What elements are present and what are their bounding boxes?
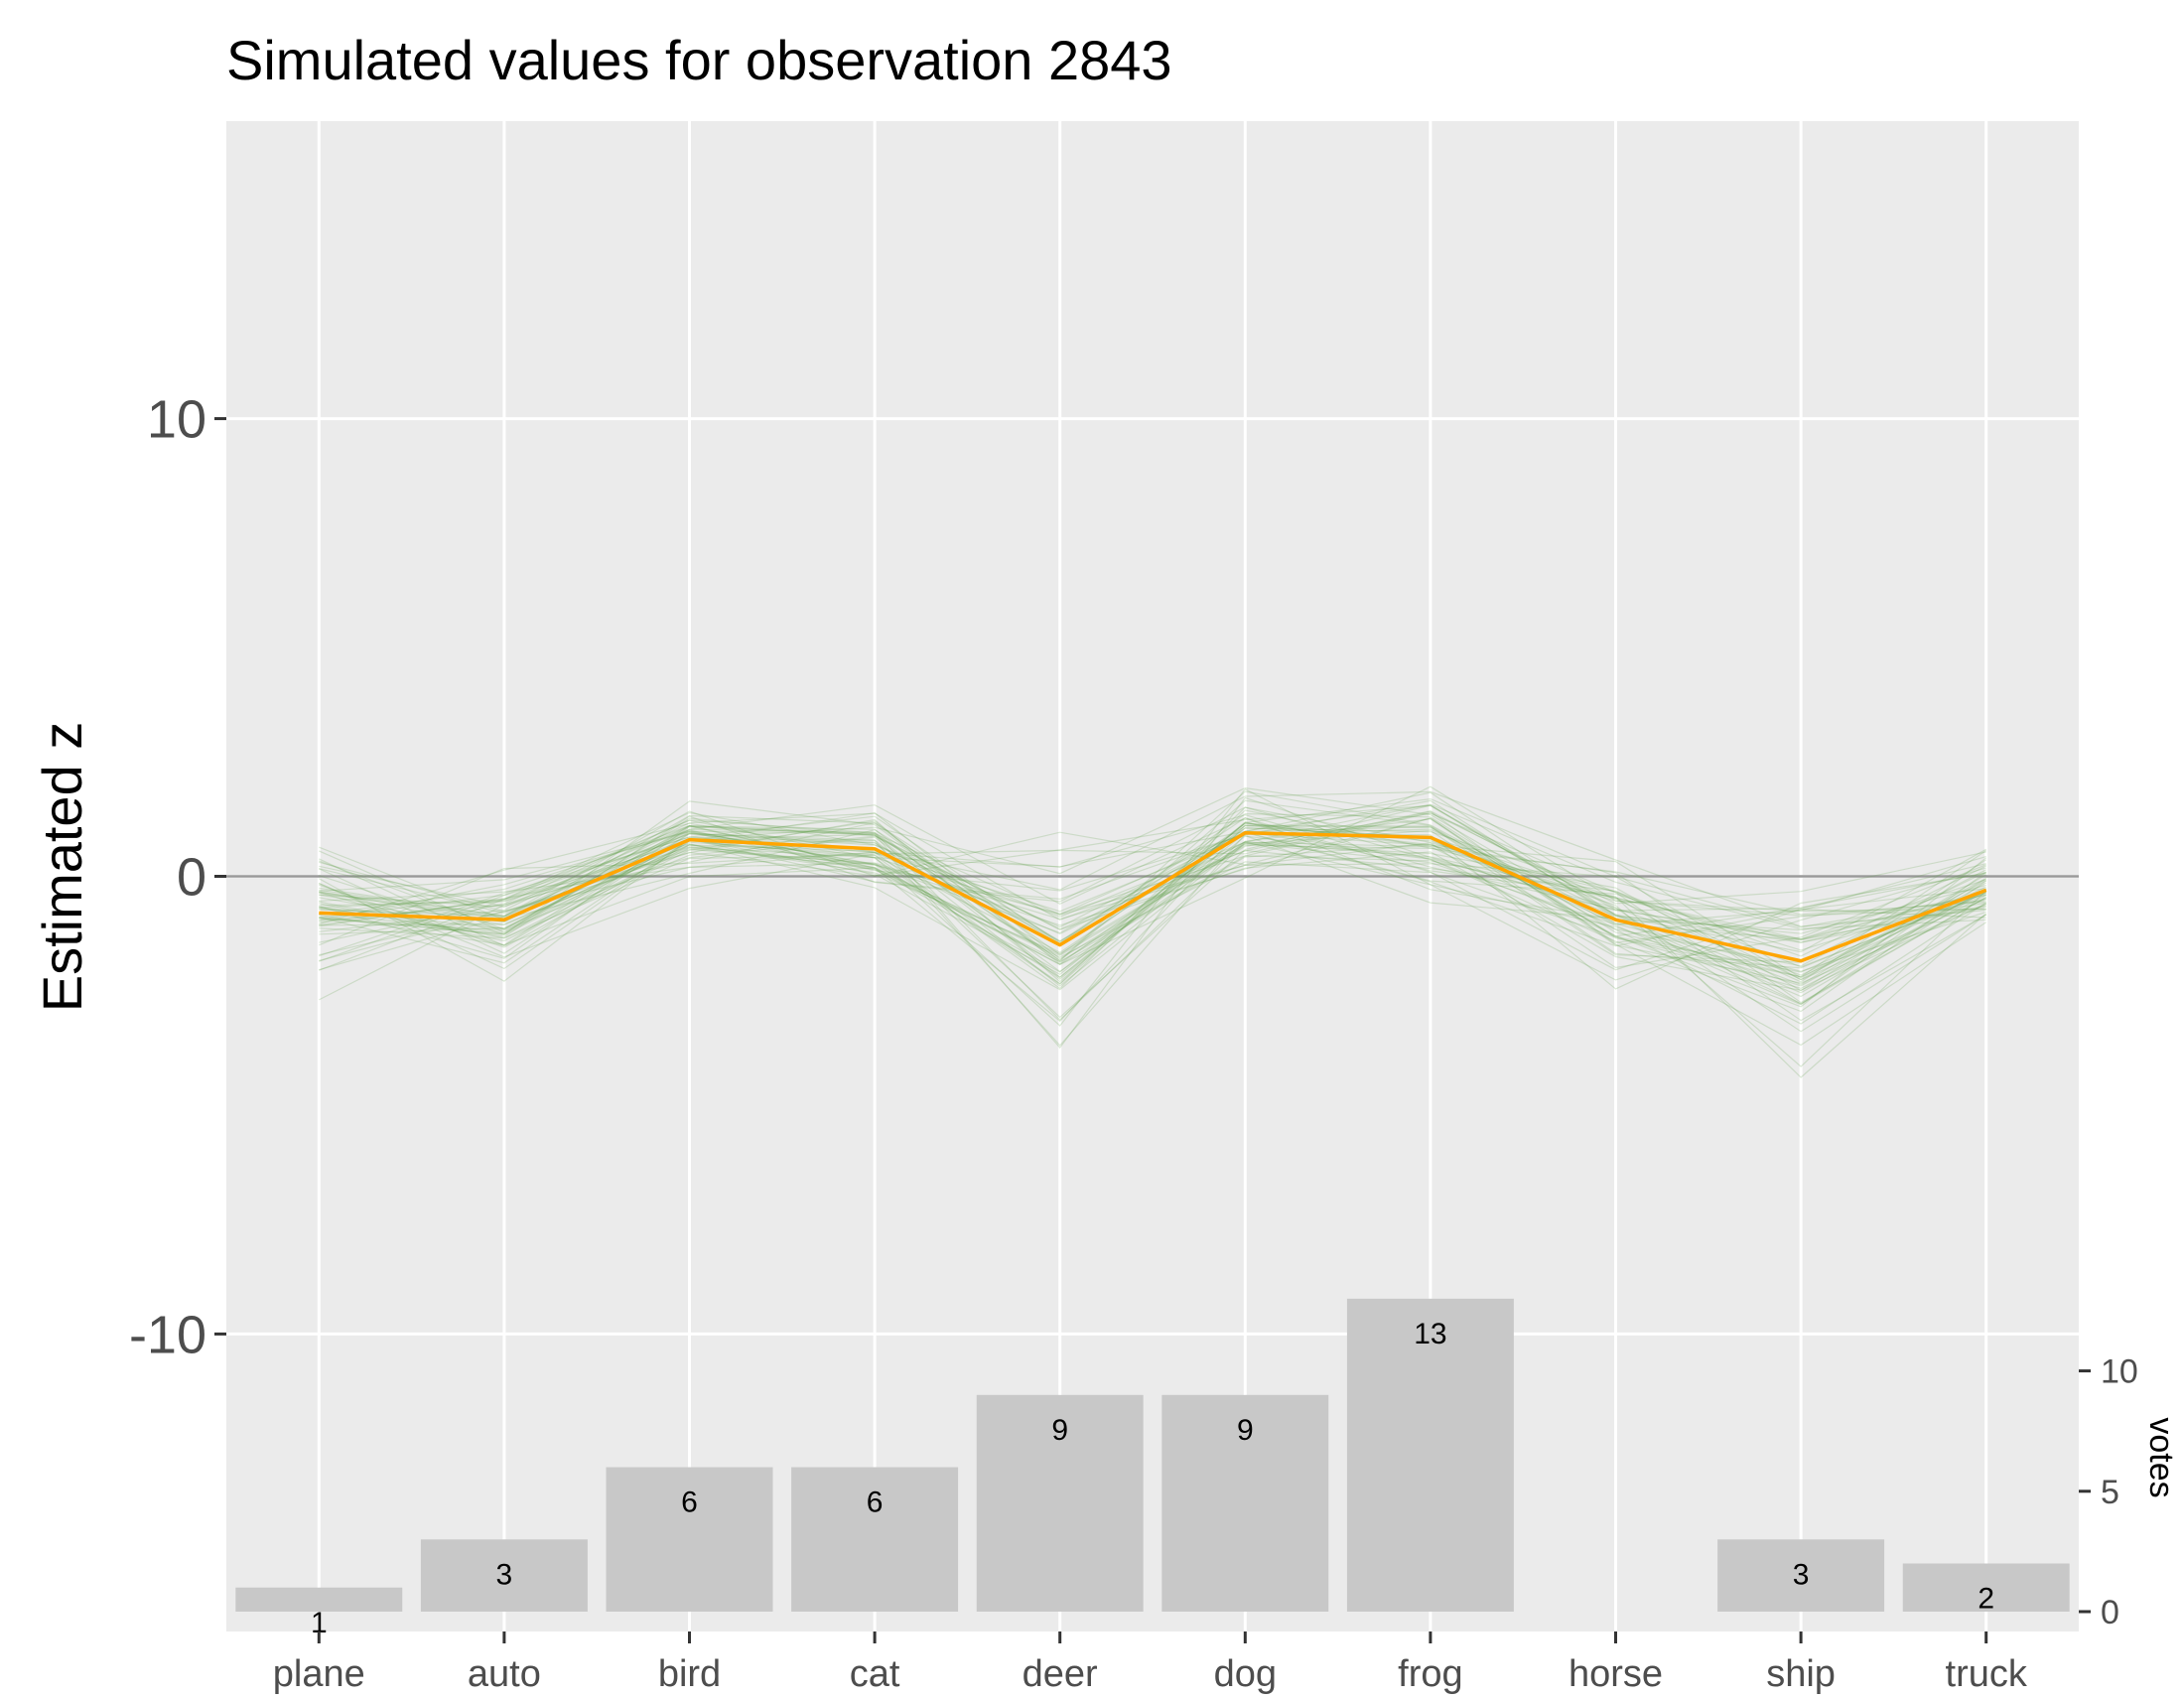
x-tick-label: deer	[1023, 1653, 1098, 1695]
vote-bar-label: 9	[1237, 1414, 1254, 1447]
x-tick-label: plane	[273, 1653, 365, 1695]
simulated-line	[319, 810, 1987, 1033]
vote-bar	[1717, 1539, 1885, 1612]
simulated-line	[319, 790, 1986, 948]
simulated-line	[319, 804, 1986, 965]
simulated-line	[319, 818, 1987, 1078]
simulated-line	[319, 833, 1986, 990]
simulated-line	[319, 825, 1986, 991]
y-axis-label: Estimated z	[31, 722, 93, 1013]
x-tick-label: horse	[1569, 1653, 1663, 1695]
votes-tick-label: 0	[2101, 1594, 2119, 1631]
simulated-line	[319, 822, 1986, 1004]
vote-bar-label: 2	[1978, 1583, 1994, 1616]
simulated-line	[319, 843, 1986, 965]
y-axis: -10 0 10	[129, 390, 226, 1364]
simulated-line	[319, 816, 1986, 942]
vote-bar	[791, 1467, 959, 1612]
vote-bar-label: 6	[867, 1487, 884, 1519]
vote-bar	[1346, 1298, 1514, 1612]
vote-bar-label: 13	[1414, 1318, 1446, 1350]
vote-bar	[606, 1467, 773, 1612]
simulated-line	[319, 824, 1987, 1067]
simulated-line	[319, 819, 1987, 1021]
vote-bar	[1902, 1563, 2070, 1612]
estimated-z-line	[319, 830, 1987, 963]
simulated-line	[319, 810, 1986, 978]
simulated-line	[319, 818, 1986, 991]
simulated-line	[319, 829, 1986, 963]
simulated-line	[319, 847, 1986, 989]
simulated-line	[319, 814, 1986, 946]
simulated-line	[319, 826, 1987, 1025]
simulated-line	[319, 811, 1986, 981]
chart-title: Simulated values for observation 2843	[226, 29, 1172, 91]
votes-axis-label: votes	[2142, 1417, 2180, 1497]
simulated-line	[319, 809, 1986, 990]
simulated-line	[319, 822, 1986, 973]
simulated-line	[319, 797, 1986, 985]
x-tick-label: ship	[1766, 1653, 1836, 1695]
vote-bar-label: 3	[1793, 1558, 1810, 1591]
simulated-line	[319, 810, 1987, 1047]
simulated-line	[319, 830, 1986, 947]
simulated-line	[319, 790, 1987, 1006]
simulated-line	[319, 788, 1986, 1027]
x-axis: plane auto bird cat deer dog frog horse ship truc…	[273, 1631, 2028, 1695]
simulated-line	[319, 804, 1986, 1019]
simulated-line	[319, 817, 1986, 984]
x-tick-label: dog	[1214, 1653, 1277, 1695]
vote-bar	[420, 1539, 588, 1612]
y-tick-label: -10	[129, 1305, 206, 1364]
y-tick-label: 0	[177, 848, 206, 908]
simulated-line	[319, 829, 1986, 963]
simulated-line	[319, 828, 1987, 1047]
simulated-line	[319, 785, 1986, 965]
simulated-line	[319, 799, 1986, 973]
votes-tick-label: 10	[2101, 1353, 2138, 1391]
votes-tick-label: 5	[2101, 1474, 2119, 1511]
simulated-line	[319, 806, 1986, 967]
x-tick-label: bird	[658, 1653, 721, 1695]
simulated-line	[319, 812, 1986, 1022]
simulated-line	[319, 796, 1986, 1050]
simulated-line	[319, 831, 1986, 954]
simulated-line	[319, 825, 1986, 979]
simulated-line	[319, 834, 1987, 1005]
x-tick-label: auto	[468, 1653, 541, 1695]
x-tick-label: cat	[850, 1653, 900, 1695]
votes-axis: 0 5 10	[2079, 1353, 2138, 1631]
vote-bar	[235, 1587, 403, 1612]
vote-bar-label: 6	[681, 1487, 698, 1519]
vote-bar	[976, 1394, 1144, 1612]
vote-bar-label: 9	[1051, 1414, 1068, 1447]
simulated-line	[319, 826, 1986, 1005]
simulated-line	[319, 817, 1986, 943]
vote-bar-label: 3	[496, 1558, 513, 1591]
y-tick-label: 10	[147, 390, 206, 450]
vote-bar	[1161, 1394, 1329, 1612]
vote-bar-label: 1	[311, 1607, 328, 1639]
x-tick-label: frog	[1398, 1653, 1462, 1695]
x-tick-label: truck	[1946, 1653, 2028, 1695]
simulated-line	[319, 833, 1987, 1013]
simulated-line	[319, 812, 1987, 978]
